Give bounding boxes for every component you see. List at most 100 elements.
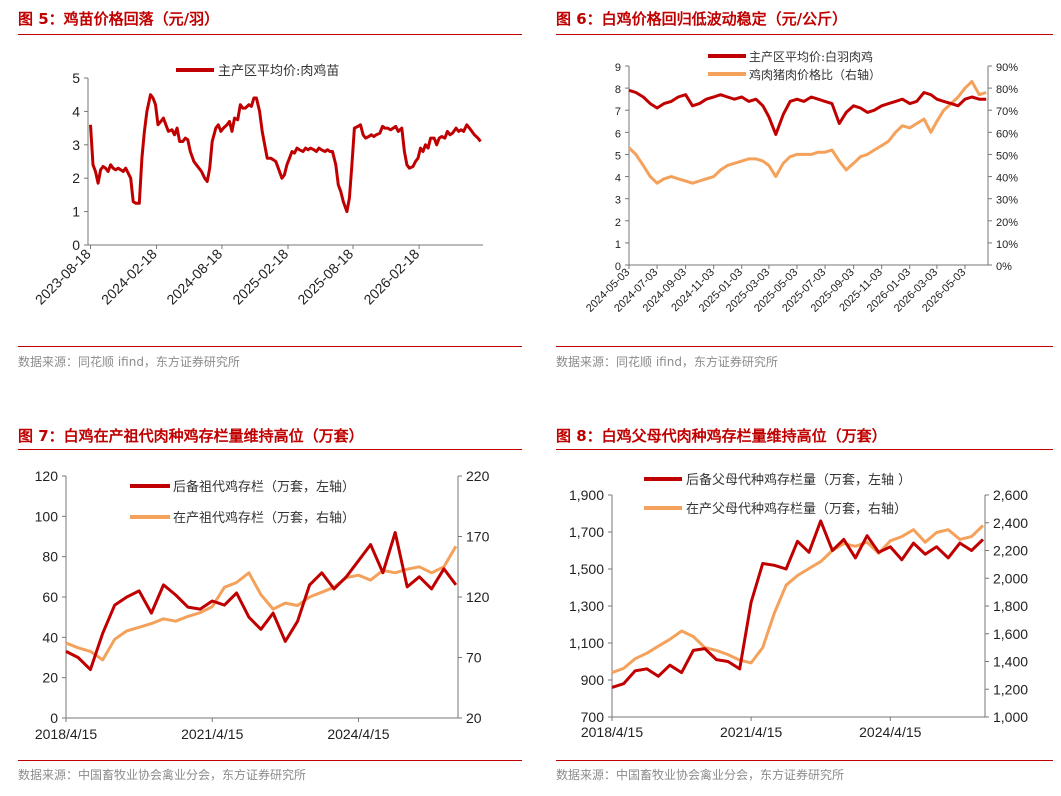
- y2-tick-label: 2,200: [993, 543, 1028, 559]
- y-tick-label: 0: [615, 261, 621, 273]
- x-tick-label: 2021/4/15: [181, 726, 243, 742]
- series-line-price: [628, 88, 987, 136]
- y2-tick-label: 20: [466, 710, 482, 726]
- y2-tick-label: 220: [466, 468, 490, 484]
- y2-tick-label: 2,000: [993, 570, 1028, 586]
- y-tick-label: 100: [35, 508, 59, 524]
- y2-tick-label: 80%: [996, 84, 1018, 96]
- y-tick-label: 8: [615, 84, 621, 96]
- panel-title: 图 6：白鸡价格回归低波动稳定（元/公斤）: [556, 10, 848, 28]
- x-tick-label: 2021/4/15: [720, 724, 782, 740]
- y-tick-label: 7: [615, 106, 621, 118]
- series-line: [89, 93, 482, 214]
- y2-tick-label: 60%: [996, 128, 1018, 140]
- y-tick-label: 20: [42, 670, 58, 686]
- y-tick-label: 2: [72, 170, 80, 186]
- panel-title: 图 5：鸡苗价格回落（元/羽）: [18, 10, 220, 28]
- series-line-left: [611, 519, 985, 689]
- panel-title: 图 7：白鸡在产祖代肉种鸡存栏量维持高位（万套）: [18, 427, 364, 445]
- x-tick-label: 2024/4/15: [859, 724, 921, 740]
- source-rule: [18, 346, 522, 347]
- y-tick-label: 9: [615, 62, 621, 74]
- chart-grandparent-stock: 后备祖代鸡存栏（万套，左轴） 在产祖代鸡存栏（万套，右轴） 0 20 40 60 80 1…: [35, 468, 490, 742]
- series-line-ratio: [627, 80, 987, 185]
- x-tick-label: 2025-08-18: [294, 245, 356, 307]
- y2-tick-label: 170: [466, 529, 490, 545]
- y-tick-label: 1,900: [569, 487, 604, 503]
- legend-label: 后备祖代鸡存栏（万套，左轴）: [173, 479, 355, 495]
- chart-parent-stock: 后备父母代种鸡存栏量（万套，左轴 ） 在产父母代种鸡存栏量（万套，右轴） 700…: [569, 472, 1028, 740]
- legend-label: 主产区平均价:白羽肉鸡: [749, 49, 873, 64]
- y-tick-label: 3: [72, 137, 80, 153]
- legend-label: 后备父母代种鸡存栏量（万套，左轴 ）: [686, 472, 911, 488]
- y-tick-label: 6: [615, 128, 621, 140]
- y-tick-label: 2: [615, 217, 621, 229]
- y2-tick-label: 1,200: [993, 681, 1028, 697]
- y2-tick-label: 1,000: [993, 709, 1028, 725]
- title-rule: [18, 449, 522, 450]
- y-tick-label: 60: [42, 589, 58, 605]
- series-line-right: [611, 524, 985, 675]
- y-tick-label: 0: [72, 237, 80, 253]
- y2-tick-label: 1,400: [993, 654, 1028, 670]
- y-tick-label: 1: [72, 204, 80, 220]
- panel-parent-stock: 图 8：白鸡父母代肉种鸡存栏量维持高位（万套） 后备父母代种鸡存栏量（万套，左轴…: [556, 425, 1053, 795]
- y2-tick-label: 10%: [996, 239, 1018, 251]
- y-tick-label: 80: [42, 549, 58, 565]
- y-tick-label: 4: [615, 173, 621, 185]
- y-tick-label: 700: [581, 709, 605, 725]
- x-tick-label: 2024/4/15: [327, 726, 389, 742]
- y2-tick-label: 1,800: [993, 598, 1028, 614]
- y2-tick-label: 1,600: [993, 626, 1028, 642]
- y2-tick-label: 2,600: [993, 487, 1028, 503]
- y-tick-label: 900: [581, 672, 605, 688]
- panel-broiler-price: 图 6：白鸡价格回归低波动稳定（元/公斤） 主产区平均价:白羽肉鸡 鸡肉猪肉价格…: [556, 8, 1053, 378]
- y2-tick-label: 0%: [996, 261, 1012, 273]
- x-tick-label: 2025-02-18: [229, 245, 291, 307]
- source-note: 数据来源：中国畜牧业协会禽业分会，东方证券研究所: [556, 768, 845, 782]
- y2-tick-label: 20%: [996, 217, 1018, 229]
- source-note: 数据来源：同花顺 ifind，东方证券研究所: [18, 355, 240, 369]
- y2-tick-label: 90%: [996, 62, 1018, 74]
- y-tick-label: 5: [72, 70, 80, 86]
- title-rule: [18, 34, 522, 35]
- x-tick-label: 2018/4/15: [581, 724, 643, 740]
- legend-label: 主产区平均价:肉鸡苗: [218, 63, 339, 79]
- x-tick-label: 2024-08-18: [163, 245, 225, 307]
- series-line-right: [65, 545, 458, 662]
- legend: 主产区平均价:肉鸡苗: [176, 63, 339, 79]
- y2-tick-label: 70: [466, 650, 482, 666]
- title-rule: [556, 449, 1053, 450]
- series-line-left: [65, 531, 458, 672]
- title-rule: [556, 34, 1053, 35]
- y-tick-label: 1,500: [569, 561, 604, 577]
- y-tick-label: 1,300: [569, 598, 604, 614]
- source-rule: [556, 760, 1053, 761]
- y-tick-label: 120: [35, 468, 59, 484]
- legend-label: 在产父母代种鸡存栏量（万套，右轴）: [686, 501, 907, 517]
- source-rule: [556, 346, 1053, 347]
- y2-tick-label: 40%: [996, 173, 1018, 185]
- y-tick-label: 1,700: [569, 524, 604, 540]
- panel-chick-price: 图 5：鸡苗价格回落（元/羽） 主产区平均价:肉鸡苗 0 1 2 3 4 5 2023-0…: [18, 8, 522, 378]
- legend-label: 在产祖代鸡存栏（万套，右轴）: [173, 510, 355, 526]
- legend: 主产区平均价:白羽肉鸡 鸡肉猪肉价格比（右轴）: [708, 49, 881, 82]
- panel-grandparent-stock: 图 7：白鸡在产祖代肉种鸡存栏量维持高位（万套） 后备祖代鸡存栏（万套，左轴） …: [18, 425, 522, 795]
- x-tick-label: 2024-02-18: [98, 245, 160, 307]
- legend: 后备祖代鸡存栏（万套，左轴） 在产祖代鸡存栏（万套，右轴）: [130, 479, 355, 526]
- source-note: 数据来源：中国畜牧业协会禽业分会，东方证券研究所: [18, 768, 307, 782]
- y2-tick-label: 50%: [996, 150, 1018, 162]
- chart-broiler-price: 主产区平均价:白羽肉鸡 鸡肉猪肉价格比（右轴） 0 1 2 3 4 5 6 7 8 9 0% 10%…: [584, 49, 1018, 315]
- y-tick-label: 40: [42, 629, 58, 645]
- x-tick-label: 2023-08-18: [32, 245, 94, 307]
- y-tick-label: 1: [615, 239, 621, 251]
- y-tick-label: 4: [72, 103, 80, 119]
- source-note: 数据来源：同花顺 ifind，东方证券研究所: [556, 355, 778, 369]
- source-rule: [18, 760, 522, 761]
- x-tick-label: 2026-02-18: [360, 245, 422, 307]
- y-tick-label: 5: [615, 150, 621, 162]
- y-tick-label: 1,100: [569, 635, 604, 651]
- y2-tick-label: 120: [466, 589, 490, 605]
- y-tick-label: 0: [50, 710, 58, 726]
